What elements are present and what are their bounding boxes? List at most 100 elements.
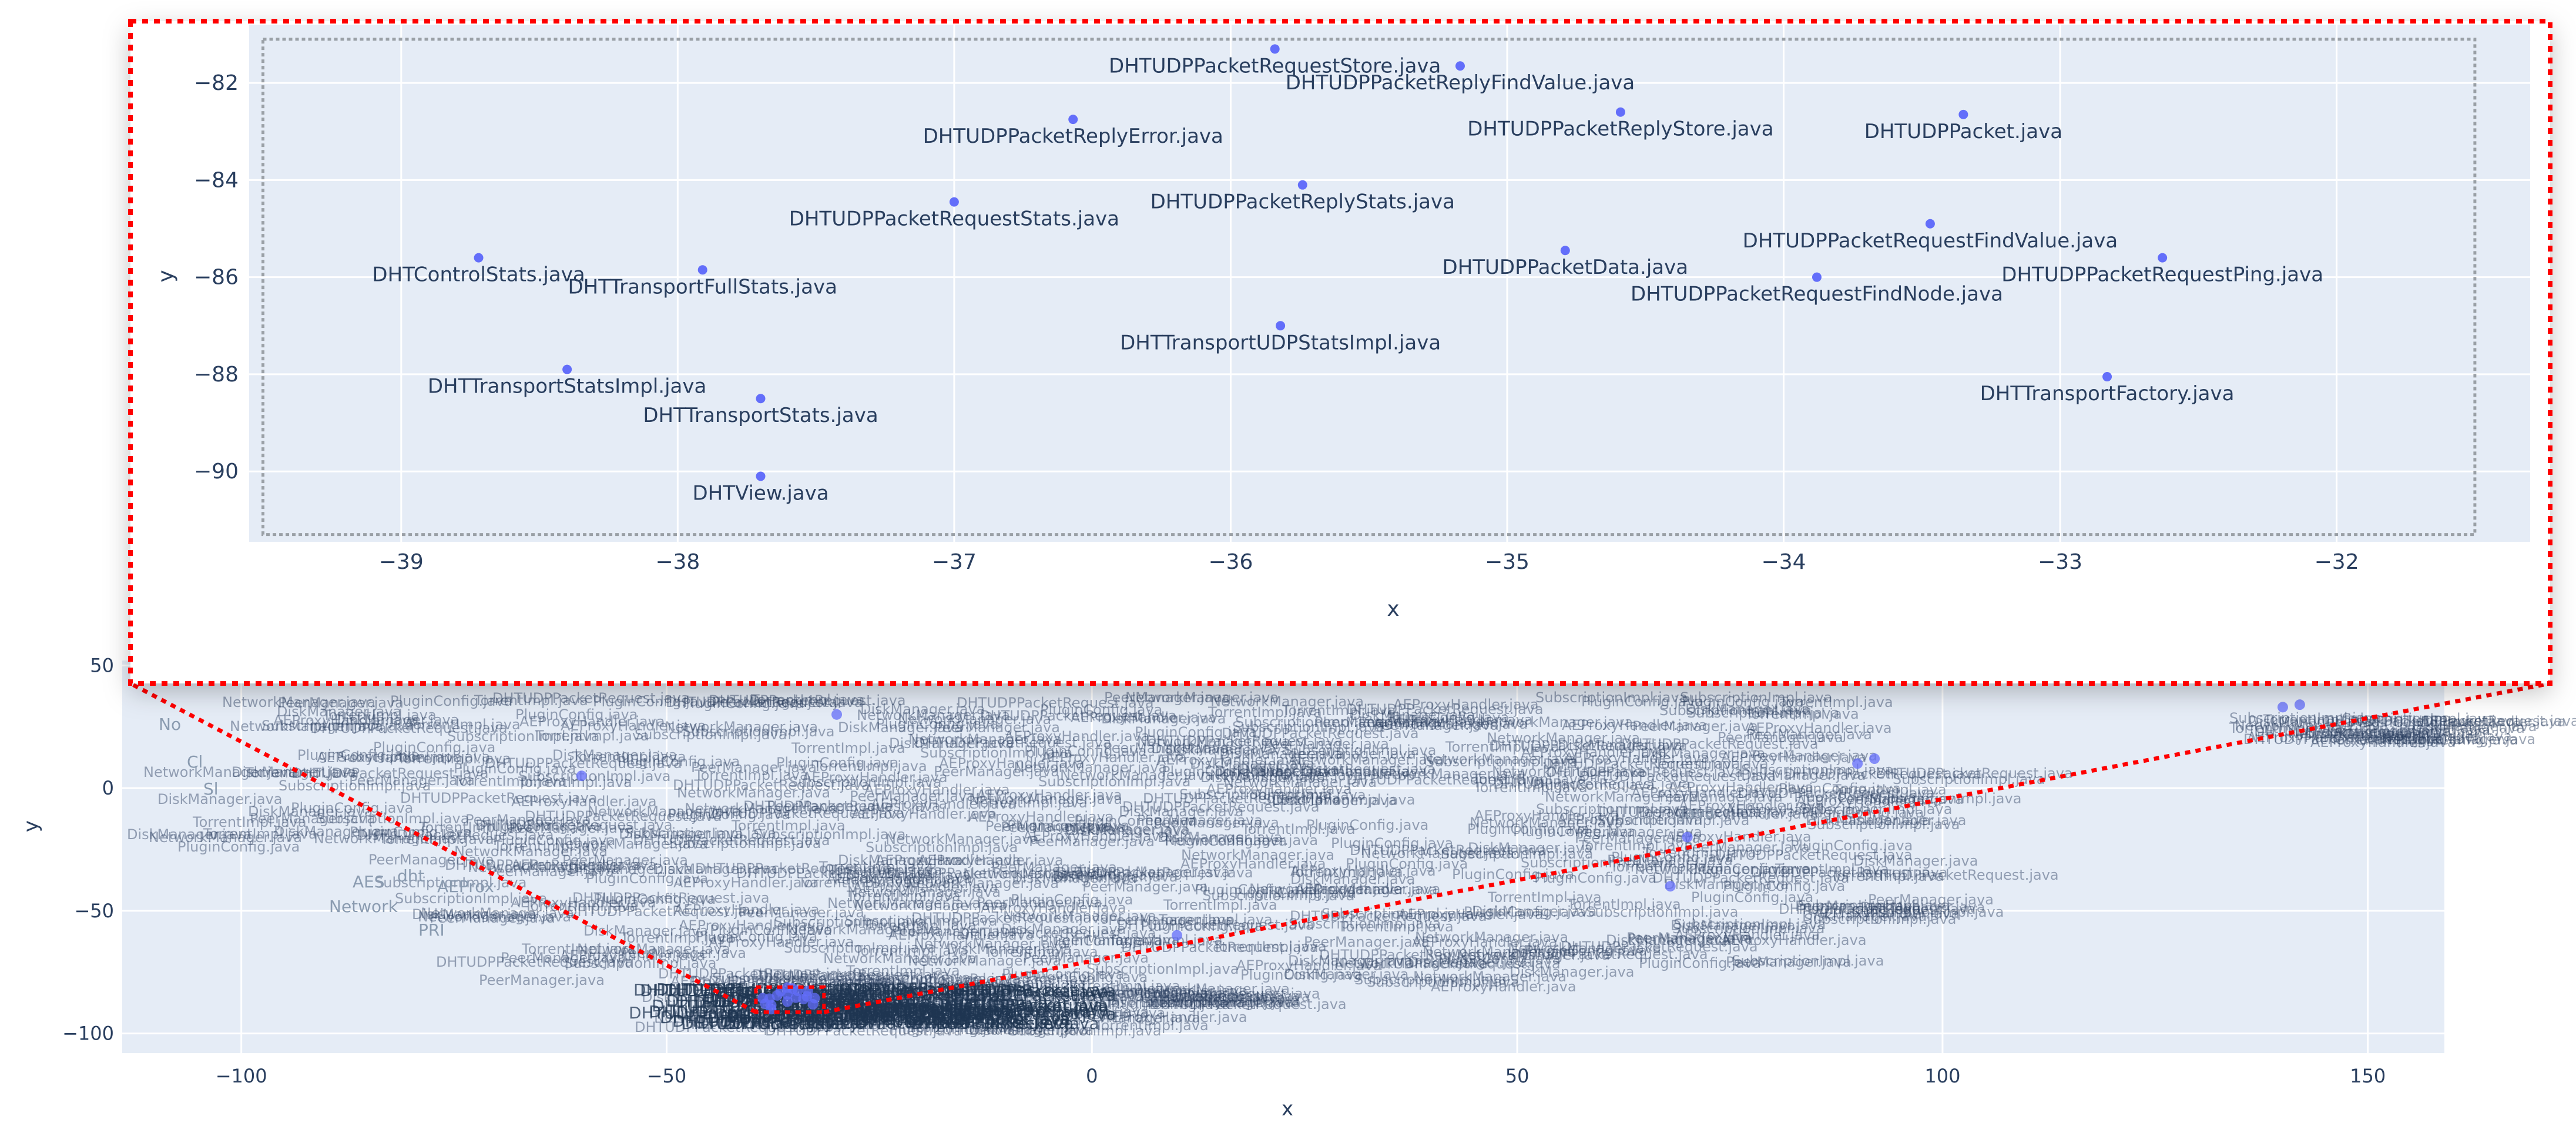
overview-cluster-label: PluginConfig.java (1162, 763, 1284, 780)
overview-cluster-label: TorrentImpl.java (1775, 861, 1889, 877)
overview-cluster-label: NetworkManager.java (230, 718, 383, 735)
inset-x-tick-label: −38 (655, 550, 700, 574)
overview-cluster-label: DiskManager.java (1053, 869, 1178, 885)
overview-cluster-label: AEProxyHandler.java (317, 749, 462, 766)
inset-x-axis-title: x (1387, 597, 1399, 621)
overview-point (2294, 699, 2305, 710)
overview-cluster-label: SubscriptionImpl.java (1038, 773, 1190, 790)
overview-cluster-label: AEProxyHandler.java (273, 712, 419, 729)
overview-cluster-label: DHTUDPPacketRequest.java (1546, 764, 1743, 780)
overview-cluster-label: NetworkManager.java (1492, 763, 1645, 780)
overview-cluster-label: SubscriptionImpl.java (1235, 714, 1387, 730)
overview-cluster-label: SubscriptionImpl.java (1869, 790, 2021, 807)
overview-cluster-label: NetworkManager.java (879, 981, 1032, 997)
inset-selection-box (261, 38, 2477, 537)
overview-cluster-label: NetworkManager.java (143, 764, 297, 780)
inset-x-tick-label: −36 (1208, 550, 1253, 574)
overview-cluster-label: TorrentImpl.java (244, 765, 359, 781)
overview-cluster-label: SubscriptionImpl.java (2330, 723, 2483, 740)
overview-cluster-label: DHTUDPPacketRequest.java (525, 808, 722, 824)
overview-cluster-label: SubscriptionImpl.java (845, 913, 997, 929)
overview-cluster-label: TorrentImpl.java (397, 750, 511, 767)
overview-cluster-label: DiskManager.java (1064, 821, 1189, 837)
overview-cluster-label: TorrentImpl.java (1035, 1004, 1149, 1020)
overview-cluster-label: NetworkManager.java (691, 1016, 844, 1033)
overview-cluster-label: SubscriptionImpl.java (789, 774, 941, 790)
overview-cluster-label: SubscriptionImpl.java (807, 1013, 960, 1029)
overview-cluster-label: PeerManager.java (834, 871, 960, 888)
overview-cluster-label: SubscriptionImpl.java (1202, 887, 1354, 904)
overview-cluster-label: AEProxyHandler.java (1206, 781, 1352, 797)
overview-cluster-label: TorrentImpl.java (862, 917, 977, 934)
overview-cluster-label: DiskManager.java (924, 1005, 1049, 1022)
overview-cluster-label: SubscriptionImpl.java (1179, 786, 1331, 803)
inset-x-tick-labels: −39 −38 −37 −36 −35 −34 −33 −32 (379, 550, 2359, 574)
overview-cluster-label: DHTUDPPacket.java (672, 1011, 836, 1031)
overview-cluster-label: NetworkManager.java (588, 803, 741, 820)
overview-cluster-label: PluginConfig.java (682, 695, 804, 712)
overview-cluster-label: AEProxyHandler.java (1290, 863, 1436, 879)
overview-cluster-label: SubscriptionImpl.java (669, 835, 821, 852)
overview-cluster-label: DiskManager.java (867, 1000, 992, 1017)
overview-cluster-label: NetworkManager.java (1249, 881, 1403, 897)
overview-cluster-label: DHTUDPPacketRequest.java (633, 832, 830, 849)
inset-point (1068, 115, 1078, 125)
overview-cluster-label: PeerManager.java (562, 852, 688, 869)
overview-cluster-label: DHTUDPPacketRequest.java (1122, 799, 1320, 815)
overview-cluster-label: DHTUDPPacket.java (860, 1001, 1023, 1020)
overview-cluster-label: NetworkManager.java (1423, 944, 1576, 960)
overview-cluster-label: SubscriptionImpl.java (1284, 742, 1436, 759)
overview-cluster-label: SubscriptionImpl.java (2229, 710, 2382, 726)
overview-cluster-label: PluginConfig.java (1135, 724, 1257, 740)
overview-cluster-label: TorrentImpl.java (418, 819, 533, 836)
overview-chart: DHTUDPPacketRequest.javaPluginConfig.jav… (19, 654, 2576, 1121)
overview-cluster-label: NetworkManager.java (886, 831, 1039, 847)
overview-cluster-label: NetworkManager.java (1374, 716, 1528, 732)
overview-cluster-label: DiskManager.java (1101, 710, 1226, 727)
inset-x-tick-label: −39 (379, 550, 424, 574)
overview-cluster-label: TorrentImpl.java (984, 944, 1098, 960)
overview-cluster-label: AEProxyHandler.java (1796, 793, 1942, 809)
overview-cluster-label: DiskManager.java (1290, 871, 1415, 887)
overview-cluster-label: NetworkManager.java (1148, 994, 1301, 1011)
overview-cluster-label: PluginConfig.java (710, 922, 832, 938)
inset-point-label: DHTUDPPacket.java (1864, 120, 2062, 143)
overview-cluster-label: DiskManager.java (1001, 921, 1126, 937)
overview-cluster-label: PluginConfig.java (1387, 709, 1509, 726)
overview-cluster-label: DiskManager.java (1190, 756, 1314, 772)
overview-cluster-label: DHTUDPPacketRequest.java (357, 827, 554, 843)
overview-cluster-label: AEProxyHandler.java (1023, 828, 1169, 844)
overview-cluster-label: DHTUDPPacket.java (851, 1003, 1014, 1022)
overview-cluster-label: NetworkManager.java (1635, 861, 1788, 877)
overview-cluster-label: TorrentImpl.java (1339, 919, 1454, 935)
overview-cluster-label: NetworkManager.java (847, 884, 1001, 900)
inset-x-tick-label: −35 (1485, 550, 1530, 574)
overview-cluster-label: PeerManager.java (1628, 931, 1753, 947)
overview-cluster-label: DHTUDPPacketRequest.java (980, 708, 1177, 724)
overview-cluster-label: DHTUDPPacket.java (907, 1010, 1071, 1029)
inset-point-label: DHTUDPPacketRequestStore.java (1109, 54, 1441, 78)
inset-point-label: DHTUDPPacketRequestPing.java (2001, 263, 2323, 287)
overview-cluster-label: NetworkManager.java (665, 719, 818, 735)
overview-cluster-label: NetworkManager.java (654, 1010, 807, 1026)
overview-cluster-label: TorrentImpl.java (521, 941, 636, 957)
inset-plot-background (249, 25, 2530, 542)
overview-cluster-label: DiskManager.java (1558, 737, 1682, 753)
overview-cluster-label: PeerManager.java (767, 798, 893, 814)
overview-cluster-label: PeerManager.java (1359, 714, 1484, 730)
overview-cluster-label: NetworkManager.java (677, 785, 830, 801)
overview-cluster-label: PeerManager.java (1726, 954, 1852, 970)
overview-cluster-label: TorrentImpl.java (1779, 694, 1893, 710)
overview-visible-label: Cl (187, 752, 203, 772)
overview-cluster-label: NetworkManager.java (1423, 751, 1576, 767)
overview-cluster-label: SubscriptionImpl.java (1141, 994, 1293, 1011)
overview-cluster-label: NetworkManager.java (898, 711, 1051, 728)
overview-cluster-label: DHTUDPPacket.java (940, 995, 1103, 1015)
overview-cluster-label: PluginConfig.java (2299, 726, 2421, 743)
overview-cluster-label: DHTUDPPacket.java (811, 981, 974, 1000)
overview-cluster-label: PeerManager.java (1304, 934, 1430, 950)
overview-cluster-label: AEProxyHandler.java (1041, 749, 1187, 766)
inset-point (949, 197, 959, 207)
overview-cluster-label: NetworkManager.java (1165, 832, 1318, 849)
overview-cluster-label: DiskManager.java (838, 852, 962, 869)
